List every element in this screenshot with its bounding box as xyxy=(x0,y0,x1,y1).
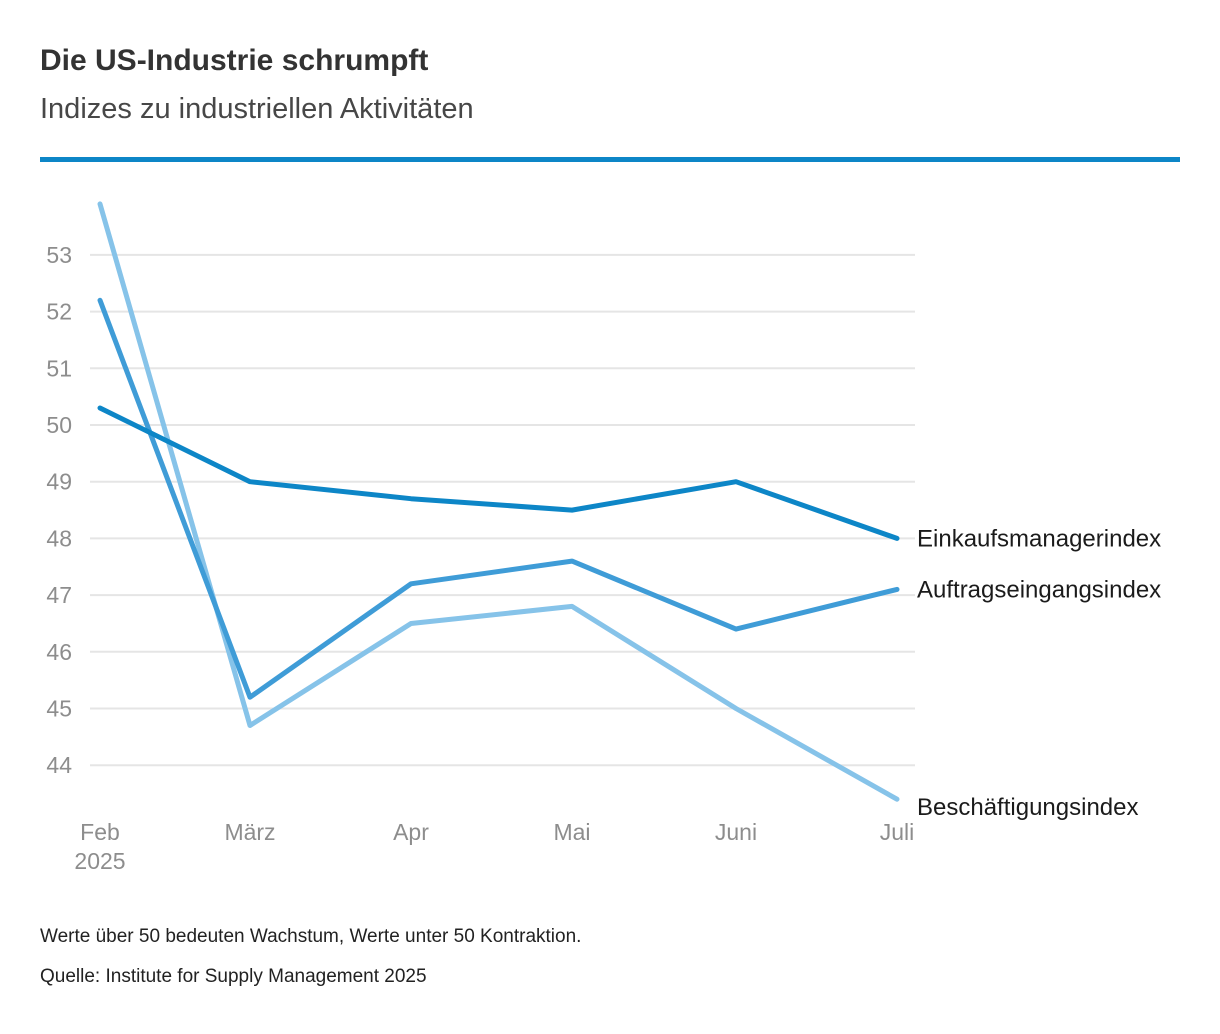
series-label-auftragseingangsindex: Auftragseingangsindex xyxy=(917,576,1161,603)
x-axis-tick-label: Feb xyxy=(80,819,120,845)
y-axis-tick-label: 45 xyxy=(46,696,72,722)
y-axis-tick-label: 52 xyxy=(46,299,72,325)
series-label-einkaufsmanagerindex: Einkaufsmanagerindex xyxy=(917,525,1161,552)
header-divider-rule xyxy=(40,157,1180,162)
x-axis-tick-label: Juni xyxy=(715,819,757,845)
x-axis-tick-label: Apr xyxy=(393,819,429,845)
y-axis-tick-label: 50 xyxy=(46,412,72,438)
x-axis-tick-label: März xyxy=(224,819,275,845)
y-axis-tick-label: 49 xyxy=(46,469,72,495)
chart-title: Die US-Industrie schrumpft xyxy=(40,44,429,77)
x-axis-tick-label: Mai xyxy=(553,819,590,845)
series-line-auftragseingangsindex xyxy=(97,297,900,700)
x-axis-tick-label: Juli xyxy=(880,819,915,845)
y-axis-tick-label: 47 xyxy=(46,582,72,608)
series-line-beschaeftigungsindex xyxy=(97,201,900,802)
source-credit: Quelle: Institute for Supply Management … xyxy=(40,966,427,987)
y-axis-tick-label: 48 xyxy=(46,525,72,551)
y-axis-tick-label: 53 xyxy=(46,242,72,268)
y-axis-tick-label: 51 xyxy=(46,355,72,381)
x-axis-year-label: 2025 xyxy=(74,848,125,874)
series-label-beschaeftigungsindex: Beschäftigungsindex xyxy=(917,794,1138,821)
y-axis-tick-label: 44 xyxy=(46,752,72,778)
chart-subtitle: Indizes zu industriellen Aktivitäten xyxy=(40,93,474,125)
series-line-einkaufsmanagerindex xyxy=(97,405,900,541)
footnote: Werte über 50 bedeuten Wachstum, Werte u… xyxy=(40,926,582,947)
y-axis-tick-label: 46 xyxy=(46,639,72,665)
